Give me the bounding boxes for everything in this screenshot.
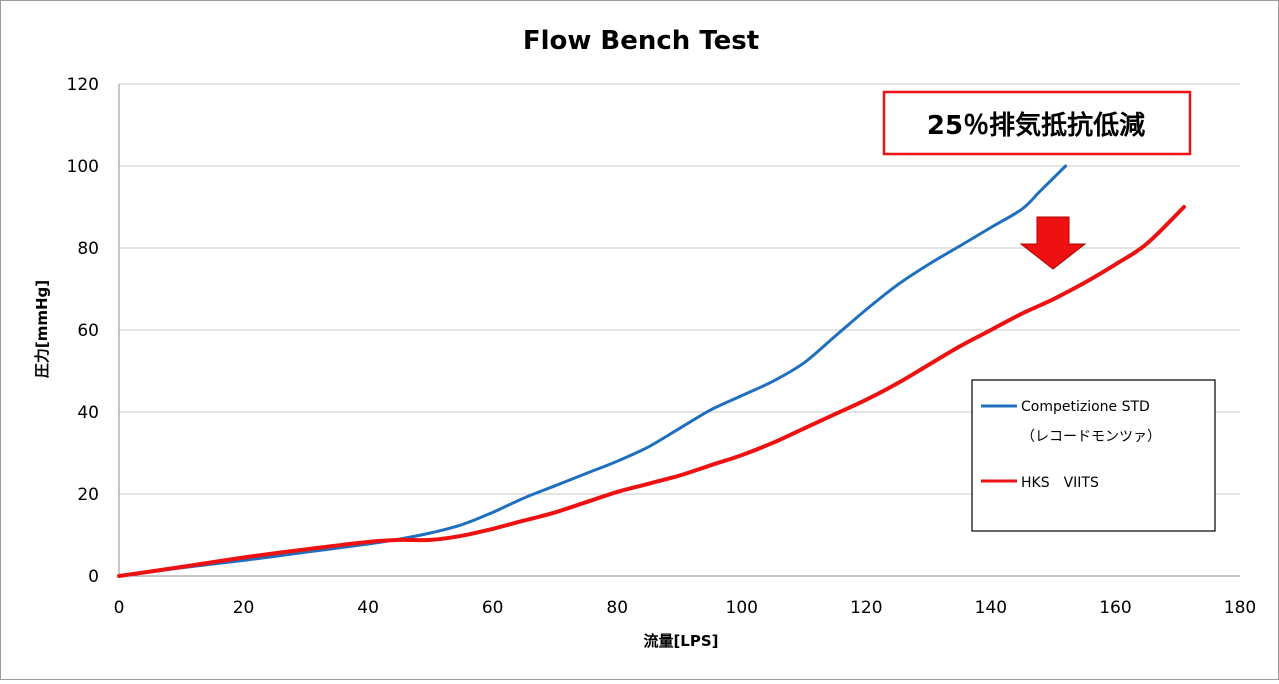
x-axis-label: 流量[LPS] (643, 632, 718, 650)
y-tick-120: 120 (67, 75, 99, 95)
y-tick-100: 100 (67, 157, 99, 177)
x-tick-40: 40 (357, 598, 379, 618)
callout-text: 25％排気抵抗低減 (927, 110, 1145, 141)
y-tick-20: 20 (77, 485, 99, 505)
callout: 25％排気抵抗低減 (882, 90, 1192, 156)
down-arrow-icon (1019, 216, 1087, 270)
x-tick-100: 100 (726, 598, 758, 618)
legend-entry-1-line1: Competizione STD (1021, 399, 1150, 415)
y-tick-labels: 0 20 40 60 80 100 120 (67, 75, 99, 587)
series-line-1 (117, 164, 1068, 578)
y-axis-label: 圧力[mmHg] (33, 280, 51, 378)
x-tick-60: 60 (482, 598, 504, 618)
y-tick-80: 80 (77, 239, 99, 259)
y-tick-0: 0 (88, 567, 99, 587)
x-tick-120: 120 (850, 598, 882, 618)
legend: Competizione STD （レコードモンツァ） HKS VIITS (971, 379, 1216, 532)
x-tick-labels: 0 20 40 60 80 100 120 140 160 180 (114, 598, 1257, 618)
x-tick-0: 0 (114, 598, 125, 618)
x-tick-180: 180 (1224, 598, 1256, 618)
axes (118, 84, 1240, 577)
x-tick-20: 20 (233, 598, 255, 618)
x-tick-80: 80 (606, 598, 628, 618)
x-tick-140: 140 (975, 598, 1007, 618)
y-tick-40: 40 (77, 403, 99, 423)
x-tick-160: 160 (1099, 598, 1131, 618)
chart-title: Flow Bench Test (523, 26, 759, 56)
legend-entry-2-line1: HKS VIITS (1021, 475, 1099, 491)
y-tick-60: 60 (77, 321, 99, 341)
series-line-2 (117, 205, 1186, 578)
legend-entry-1-line2: （レコードモンツァ） (1021, 429, 1161, 445)
series-lines (117, 164, 1186, 578)
callout-box (882, 90, 1192, 156)
